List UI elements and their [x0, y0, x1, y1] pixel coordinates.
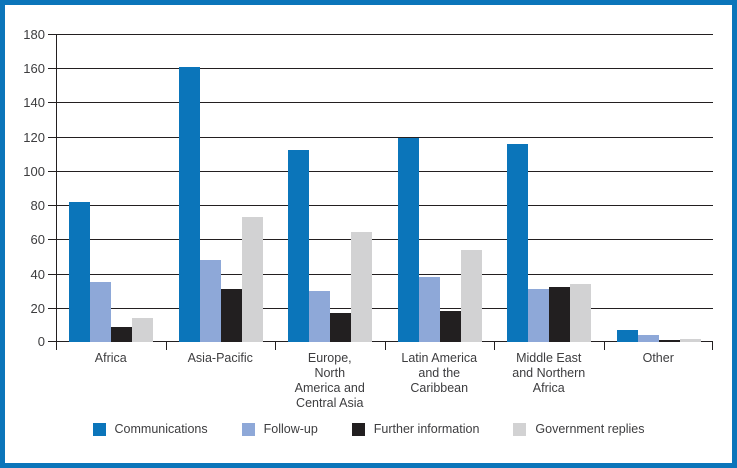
gridline-100 [56, 171, 713, 172]
category-label-3: Latin America and the Caribbean [401, 351, 478, 395]
bar [179, 67, 200, 342]
legend: Communications Follow-up Further informati… [5, 423, 732, 436]
legend-item: Further information [351, 422, 480, 436]
y-axis-label: 80 [30, 198, 45, 213]
bar [69, 202, 90, 342]
x-axis-tick [712, 342, 713, 350]
bar [398, 138, 419, 342]
bar [330, 313, 351, 342]
x-axis-tick [385, 342, 386, 350]
bar [617, 330, 638, 342]
bar [242, 217, 263, 342]
y-axis-tick [48, 205, 56, 206]
bar [680, 339, 701, 342]
gridline-140 [56, 102, 713, 103]
gridline-160 [56, 68, 713, 69]
bar [570, 284, 591, 342]
gridline-20 [56, 308, 713, 309]
gridline-40 [56, 274, 713, 275]
y-axis-label: 60 [30, 232, 45, 247]
gridline-180 [56, 34, 713, 35]
bar-group-5 [604, 34, 714, 342]
category-label-0: Africa [94, 351, 127, 365]
y-axis-label: 180 [23, 27, 45, 42]
category-label-5: Other [642, 351, 674, 365]
y-axis-tick [48, 68, 56, 69]
y-axis-label: 20 [30, 301, 45, 316]
x-axis-tick [56, 342, 57, 350]
legend-item: Communications [92, 422, 208, 436]
y-axis-tick [48, 274, 56, 275]
bar-group-1 [166, 34, 276, 342]
y-axis-label: 160 [23, 61, 45, 76]
y-axis-tick [48, 308, 56, 309]
x-axis-category-labels: Africa Asia-Pacific Europe, North America … [56, 351, 713, 411]
y-axis-label: 0 [37, 334, 45, 349]
y-axis-tick [48, 171, 56, 172]
bar-group-2 [275, 34, 385, 342]
y-axis-tick [48, 137, 56, 138]
legend-swatch-icon [351, 423, 365, 436]
legend-label: Further information [373, 422, 480, 436]
y-axis-tick [48, 34, 56, 35]
bar [221, 289, 242, 342]
plot-area: 0 20 40 60 80 100 120 140 160 180 [23, 28, 714, 350]
legend-swatch-icon [513, 423, 527, 436]
category-label-2: Europe, North America and Central Asia [294, 351, 365, 410]
legend-label: Government replies [535, 422, 645, 436]
y-axis-label: 40 [30, 267, 45, 282]
bar-group-0 [56, 34, 166, 342]
bar [351, 232, 372, 342]
x-axis-tick [275, 342, 276, 350]
y-axis-tick [48, 239, 56, 240]
y-axis-line [56, 34, 57, 342]
x-axis-tick [166, 342, 167, 350]
gridline-120 [56, 137, 713, 138]
bar [659, 340, 680, 342]
bar-group-3 [385, 34, 495, 342]
bar-group-4 [494, 34, 604, 342]
category-label-4: Middle East and Northern Africa [512, 351, 586, 395]
bar [638, 335, 659, 342]
y-axis-label: 100 [23, 164, 45, 179]
legend-swatch-icon [241, 423, 255, 436]
bar [549, 287, 570, 342]
y-axis-tick [48, 102, 56, 103]
x-axis-tick [494, 342, 495, 350]
bar [288, 150, 309, 342]
legend-label: Follow-up [263, 422, 318, 436]
category-label-1: Asia-Pacific [187, 351, 253, 365]
bar [419, 277, 440, 342]
legend-swatch-icon [92, 423, 106, 436]
bar [111, 327, 132, 342]
bar [461, 250, 482, 342]
bar [90, 282, 111, 342]
gridline-60 [56, 239, 713, 240]
bar [132, 318, 153, 342]
x-axis-tick [604, 342, 605, 350]
bar [440, 311, 461, 342]
y-axis-tick [48, 341, 56, 342]
bar [528, 289, 549, 342]
legend-item: Government replies [513, 423, 644, 436]
legend-label: Communications [114, 422, 208, 436]
legend-item: Follow-up [241, 422, 318, 436]
gridline-0 [56, 341, 713, 342]
bar [200, 260, 221, 342]
gridline-80 [56, 205, 713, 206]
y-axis-label: 120 [23, 130, 45, 145]
y-axis-label: 140 [23, 95, 45, 110]
bar [309, 291, 330, 342]
bar [507, 144, 528, 342]
